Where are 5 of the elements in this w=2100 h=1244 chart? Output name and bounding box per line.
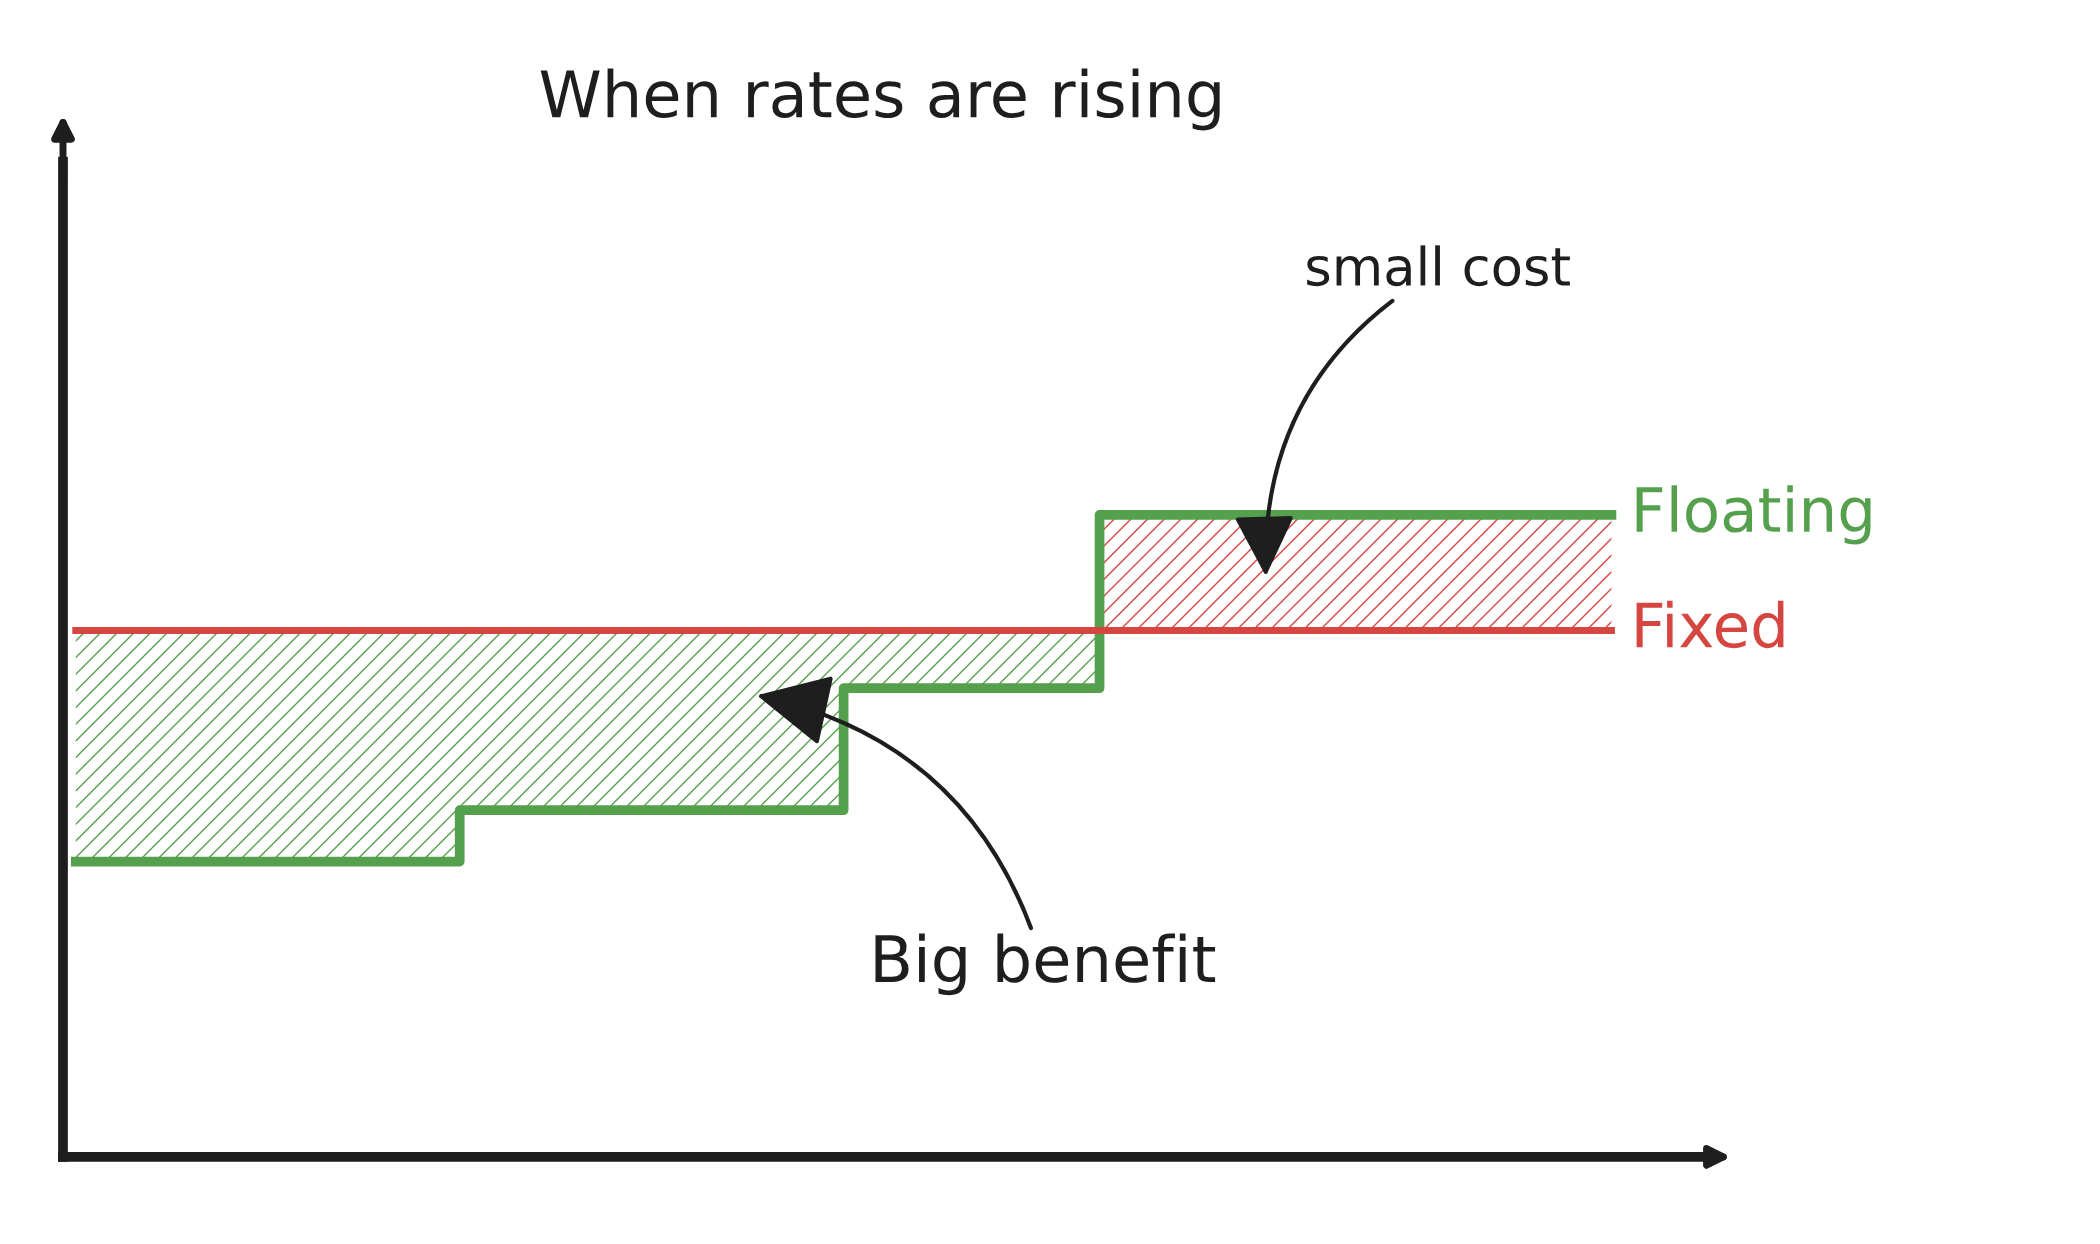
annotation: Big benefit (875, 933, 1216, 996)
text: small cost (1307, 245, 1570, 287)
chart-title: When rates are rising (540, 68, 1220, 131)
series-label: Floating (1636, 485, 1871, 545)
series-label: Fixed (1636, 600, 1784, 649)
